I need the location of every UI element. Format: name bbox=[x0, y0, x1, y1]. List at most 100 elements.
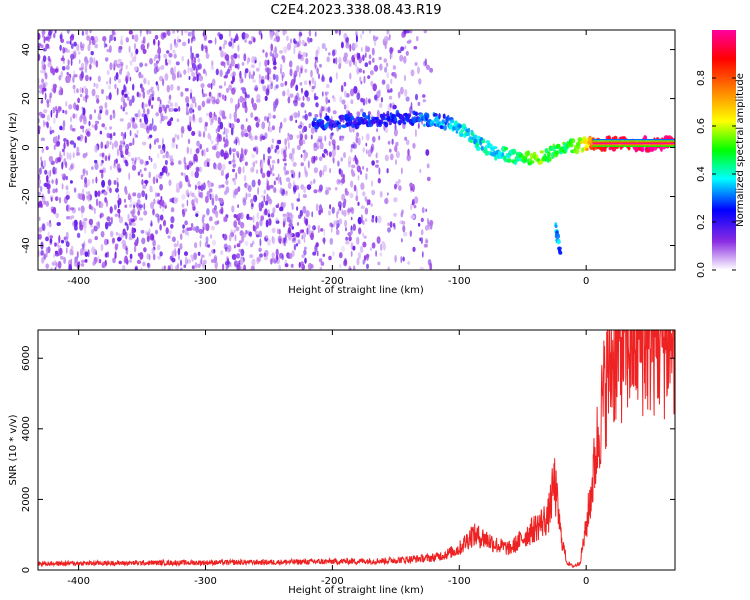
spectrogram-noise-cell bbox=[197, 105, 202, 111]
spectrogram-noise-cell bbox=[189, 121, 191, 129]
spectrogram-noise-cell bbox=[93, 57, 96, 65]
spectrogram-noise-cell bbox=[191, 199, 195, 206]
spectrogram-noise-cell bbox=[60, 71, 63, 78]
spectrogram-noise-cell bbox=[143, 77, 147, 85]
spectrogram-noise-cell bbox=[241, 78, 244, 83]
spectrogram-noise-cell bbox=[137, 156, 141, 161]
spectrogram-noise-cell bbox=[259, 207, 263, 212]
spectrogram-noise-cell bbox=[245, 230, 248, 235]
spectrogram-noise-cell bbox=[364, 207, 369, 215]
spectrogram-noise-cell bbox=[230, 127, 234, 136]
spectrogram-noise-cell bbox=[43, 182, 48, 187]
spectrogram-noise-cell bbox=[349, 206, 354, 211]
spectrogram-noise-cell bbox=[265, 219, 269, 228]
spectrogram-noise-cell bbox=[359, 76, 362, 82]
spectrogram-noise-cell bbox=[280, 181, 282, 186]
spectrogram-noise-cell bbox=[147, 80, 150, 86]
spectrogram-noise-cell bbox=[387, 266, 390, 270]
spectrogram-noise-cell bbox=[336, 178, 341, 185]
spectrogram-noise-cell bbox=[322, 253, 326, 257]
spectrogram-noise-cell bbox=[167, 30, 171, 36]
spectrogram-noise-cell bbox=[288, 232, 292, 241]
spectrogram-noise-cell bbox=[131, 233, 136, 239]
spectrogram-noise-cell bbox=[114, 204, 117, 211]
spectrogram-noise-cell bbox=[41, 82, 44, 87]
spectrogram-noise-cell bbox=[244, 240, 249, 247]
spectrogram-noise-cell bbox=[285, 30, 288, 35]
spectrogram-noise-cell bbox=[207, 132, 211, 140]
spectrogram-noise-cell bbox=[143, 108, 146, 114]
spectrogram-noise-cell bbox=[149, 185, 153, 193]
spectrogram-noise-cell bbox=[389, 53, 392, 60]
spectrogram-noise-cell bbox=[52, 188, 56, 194]
spectrogram-noise-cell bbox=[146, 108, 150, 115]
spectrogram-noise-cell bbox=[85, 74, 89, 82]
spectrogram-signal-cell bbox=[524, 158, 528, 163]
spectrogram-noise-cell bbox=[151, 104, 154, 109]
spectrogram-noise-cell bbox=[211, 197, 215, 206]
spectrogram-noise-cell bbox=[323, 228, 326, 237]
spectrogram-noise-cell bbox=[94, 162, 99, 171]
spectrogram-noise-cell bbox=[99, 130, 103, 135]
spectrogram-noise-cell bbox=[139, 217, 144, 221]
spectrogram-noise-cell bbox=[376, 128, 378, 133]
spectrogram-noise-cell bbox=[250, 135, 254, 141]
snr-series-line bbox=[38, 330, 675, 569]
spectrogram-noise-cell bbox=[328, 140, 331, 147]
spectrogram-noise-cell bbox=[425, 208, 428, 213]
spectrogram-noise-cell bbox=[318, 184, 323, 192]
spectrogram-noise-cell bbox=[318, 209, 322, 216]
spectrogram-noise-cell bbox=[212, 239, 216, 246]
spectrogram-noise-cell bbox=[153, 198, 156, 205]
spectrogram-noise-cell bbox=[94, 43, 98, 49]
spectrogram-noise-cell bbox=[134, 133, 137, 138]
spectrogram-noise-cell bbox=[378, 102, 383, 108]
spectrogram-noise-cell bbox=[197, 130, 201, 137]
spectrogram-noise-cell bbox=[76, 193, 79, 198]
spectrogram-noise-cell bbox=[429, 67, 434, 73]
spectrogram-signal-cell bbox=[558, 251, 563, 255]
spectrogram-noise-cell bbox=[263, 189, 267, 194]
spectrogram-noise-cell bbox=[384, 127, 389, 134]
spectrogram-noise-cell bbox=[420, 237, 423, 244]
spectrogram-noise-cell bbox=[124, 198, 126, 203]
spectrogram-noise-cell bbox=[244, 149, 247, 156]
spectrogram-noise-cell bbox=[69, 180, 73, 184]
spectrogram-noise-cell bbox=[306, 97, 311, 102]
spectrogram-noise-cell bbox=[387, 222, 390, 226]
spectrogram-noise-cell bbox=[217, 162, 222, 171]
spectrogram-noise-cell bbox=[371, 215, 375, 219]
spectrogram-noise-cell bbox=[239, 95, 244, 103]
spectrogram-noise-cell bbox=[89, 76, 92, 81]
spectrogram-noise-cell bbox=[350, 250, 353, 257]
spectrogram-noise-cell bbox=[108, 155, 110, 161]
spectrogram-noise-cell bbox=[289, 93, 294, 98]
spectrogram-noise-cell bbox=[181, 30, 184, 36]
spectrogram-noise-cell bbox=[179, 233, 183, 240]
spectrogram-signal-cell bbox=[384, 121, 389, 128]
spectrogram-noise-cell bbox=[100, 231, 105, 238]
spectrogram-noise-cell bbox=[298, 32, 303, 37]
spectrogram-noise-cell bbox=[181, 41, 187, 47]
spectrogram-noise-cell bbox=[112, 63, 115, 68]
spectrogram-signal-cell bbox=[472, 134, 478, 139]
spectrogram-noise-cell bbox=[349, 43, 352, 52]
spectrogram-noise-cell bbox=[109, 114, 113, 121]
spectrogram-noise-cell bbox=[259, 238, 262, 247]
spectrogram-noise-cell bbox=[347, 207, 350, 216]
spectrogram-noise-cell bbox=[304, 113, 308, 121]
spectrogram-noise-cell bbox=[343, 152, 346, 158]
spectrogram-noise-cell bbox=[206, 147, 209, 153]
spectrogram-noise-cell bbox=[238, 240, 243, 244]
spectrogram-noise-cell bbox=[216, 99, 221, 103]
spectrogram-noise-cell bbox=[394, 145, 398, 153]
spectrogram-noise-cell bbox=[59, 34, 63, 40]
spectrogram-signal-cell bbox=[321, 119, 325, 125]
spectrogram-noise-cell bbox=[353, 265, 356, 270]
spectrogram-noise-cell bbox=[315, 242, 319, 248]
spectrogram-noise-cell bbox=[119, 140, 124, 145]
spectrogram-noise-cell bbox=[139, 206, 142, 211]
spectrogram-noise-cell bbox=[314, 96, 319, 100]
spectrogram-noise-cell bbox=[257, 187, 259, 195]
spectrogram-noise-cell bbox=[278, 126, 281, 134]
